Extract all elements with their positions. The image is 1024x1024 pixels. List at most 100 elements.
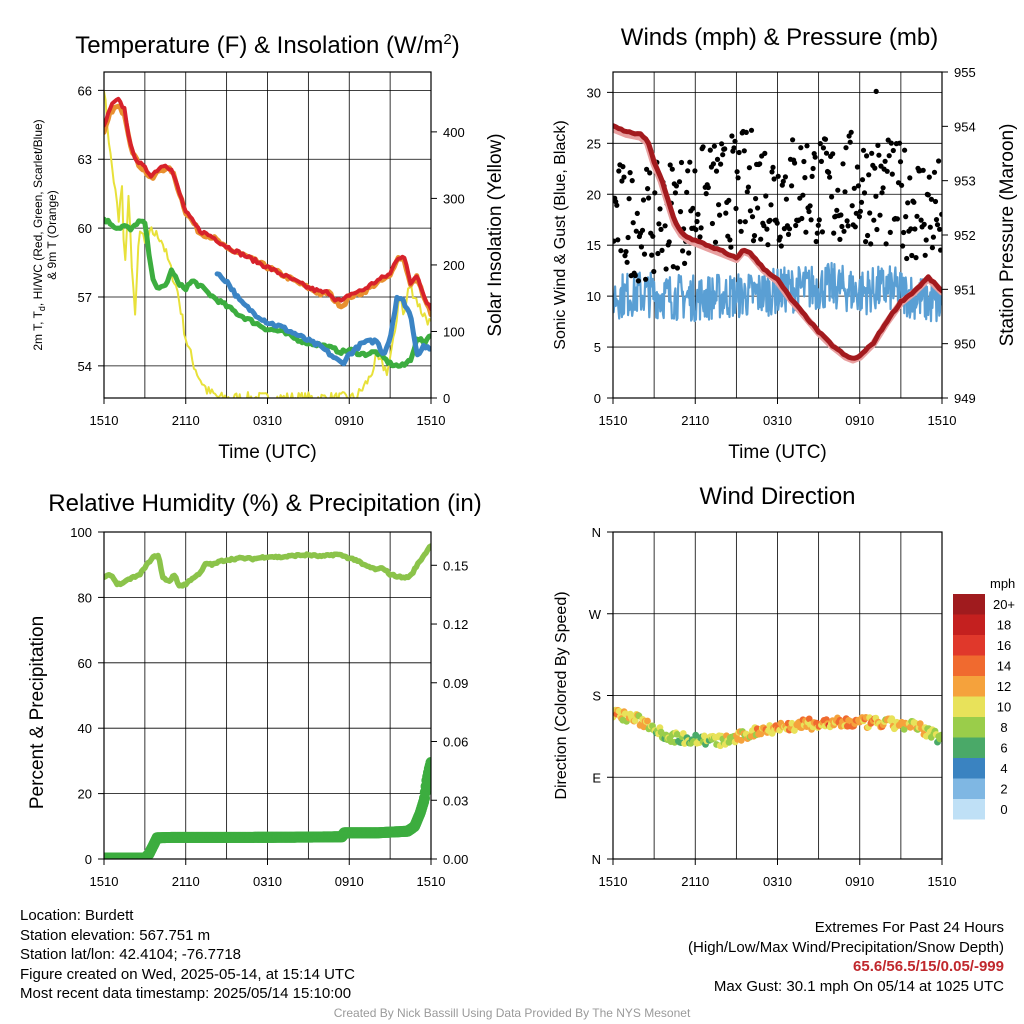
gust-point: [720, 152, 726, 158]
y-tick-label: 10: [587, 289, 601, 304]
gust-point: [709, 220, 716, 227]
gust-point: [723, 210, 729, 216]
gust-point: [799, 215, 805, 222]
gust-point: [902, 147, 908, 153]
gust-point: [922, 252, 928, 258]
gust-point: [775, 173, 781, 179]
y2-tick-label: 0.09: [443, 676, 468, 691]
gust-point: [834, 207, 840, 213]
gust-point: [649, 252, 655, 258]
gust-point: [840, 161, 846, 167]
gust-point: [639, 227, 646, 233]
gust-point: [929, 245, 936, 251]
gust-point: [615, 237, 621, 243]
station-location: Location: Burdett: [20, 907, 134, 924]
gust-point: [685, 168, 691, 174]
gust-point: [755, 205, 761, 211]
gust-point: [643, 276, 649, 282]
gust-point: [871, 217, 877, 223]
sonic-wind-line: [613, 261, 942, 323]
gust-point: [822, 136, 829, 142]
gust-point: [930, 234, 937, 240]
gust-point: [903, 214, 909, 220]
gust-point: [729, 133, 735, 139]
gust-point: [810, 165, 816, 172]
gust-point: [641, 251, 648, 257]
gust-point: [634, 210, 640, 216]
direction-point: [757, 730, 765, 738]
y2-tick-label: 100: [443, 324, 465, 339]
gust-point: [839, 223, 845, 230]
y-tick-label: 80: [78, 590, 92, 605]
gust-point: [931, 169, 938, 175]
gust-point: [918, 217, 924, 223]
gust-point: [874, 226, 880, 233]
gust-point: [743, 129, 749, 135]
legend-label: 2: [1000, 782, 1007, 797]
gust-point: [684, 189, 690, 195]
extremes-title: Extremes For Past 24 Hours: [814, 919, 1004, 936]
direction-point: [644, 717, 651, 725]
y2-tick-label: 0.06: [443, 735, 468, 750]
gust-point: [736, 149, 742, 156]
x-tick-label: 0910: [335, 874, 364, 889]
direction-point: [900, 725, 908, 733]
gust-point: [816, 217, 822, 223]
gust-point: [848, 129, 854, 135]
gust-point: [849, 203, 855, 209]
gust-point: [909, 252, 915, 259]
gust-point: [732, 138, 738, 144]
gust-point: [921, 221, 927, 227]
legend-label: 20+: [993, 597, 1015, 612]
gust-point: [884, 168, 890, 174]
gust-point: [900, 243, 906, 249]
gust-point: [861, 190, 868, 196]
gust-point: [659, 247, 665, 253]
gust-point: [789, 183, 795, 189]
gust-point: [656, 221, 662, 227]
x-tick-label: 0910: [845, 874, 874, 889]
y2-tick-label: 0.15: [443, 558, 468, 573]
gust-point: [851, 185, 857, 191]
gust-point: [678, 159, 685, 166]
gust-point: [927, 224, 933, 230]
gust-point: [694, 218, 700, 225]
panel-title: Winds (mph) & Pressure (mb): [621, 24, 938, 51]
x-tick-label: 0910: [845, 413, 874, 428]
legend-swatch: [953, 594, 985, 615]
gust-point: [719, 141, 725, 147]
y-tick-label: 15: [587, 238, 601, 253]
y-axis-label: Sonic Wind & Gust (Blue, Black): [552, 120, 569, 349]
gust-point: [920, 167, 926, 173]
gust-point: [680, 248, 686, 254]
plot-frame: [103, 531, 432, 860]
gust-point: [809, 173, 815, 179]
gust-point: [658, 226, 664, 232]
series-group: [613, 88, 942, 364]
gust-point: [770, 164, 776, 170]
gust-point: [782, 174, 789, 180]
gust-point: [818, 158, 825, 164]
y2-tick-label: 953: [954, 174, 976, 189]
gust-point: [737, 219, 743, 225]
y-tick-label: 60: [78, 221, 92, 236]
extremes-summary: Extremes For Past 24 Hours (High/Low/Max…: [688, 918, 1004, 996]
gust-point: [786, 226, 793, 232]
gust-point: [728, 244, 734, 250]
series-group: [104, 543, 431, 859]
panel-temperature: 1510 2110 0310 0910 1510 54 57 60 63 66 0 100 200 300…: [31, 31, 506, 463]
gust-point: [672, 190, 679, 196]
gust-point: [727, 237, 733, 243]
x-tick-label: 0310: [763, 413, 792, 428]
y2-tick-label: 951: [954, 282, 976, 297]
x-tick-label: 1510: [90, 413, 119, 428]
gust-point: [692, 168, 698, 174]
precip-point: [425, 757, 431, 768]
gust-point: [711, 143, 718, 149]
y-tick-label: 57: [78, 290, 92, 305]
dewpoint-line: [104, 216, 431, 369]
gust-point: [695, 211, 701, 217]
gust-point: [726, 197, 732, 203]
gust-point: [926, 174, 932, 180]
gust-point: [841, 228, 847, 234]
